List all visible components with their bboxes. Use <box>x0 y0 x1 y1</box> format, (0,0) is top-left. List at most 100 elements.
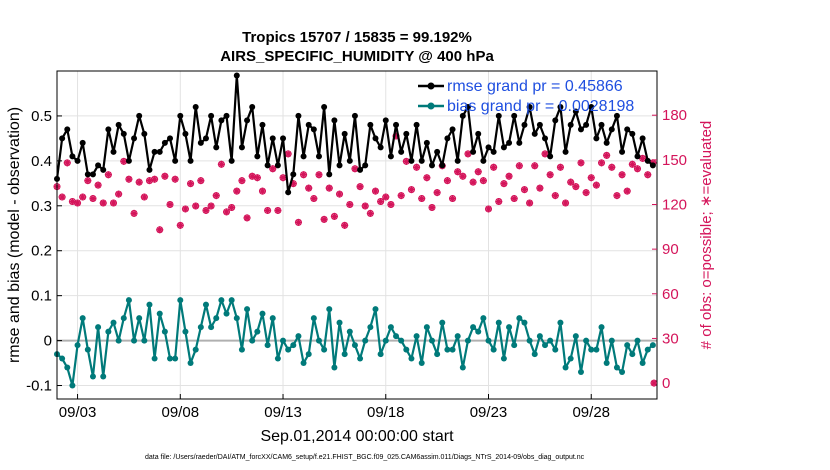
rmse-point <box>305 121 312 128</box>
y2-axis-label: # of obs: o=possible; ∗=evaluated <box>698 121 715 350</box>
x-axis-ticks: 09/03 09/08 09/13 09/18 09/23 09/28 <box>59 394 610 421</box>
obs-evaluated-point <box>613 192 621 200</box>
obs-evaluated-point <box>603 151 611 159</box>
rmse-point <box>208 112 215 119</box>
rmse-point <box>223 112 230 119</box>
obs-evaluated-point <box>459 172 467 180</box>
rmse-point <box>557 103 564 110</box>
rmse-point <box>434 148 441 155</box>
obs-evaluated-point <box>608 163 616 171</box>
rmse-point <box>259 121 266 128</box>
bias-point <box>95 324 102 331</box>
obs-evaluated-point <box>294 218 302 226</box>
bias-point <box>490 346 497 353</box>
bias-point <box>321 346 328 353</box>
bias-point <box>593 346 600 353</box>
obs-evaluated-point <box>587 174 595 182</box>
bias-point <box>403 346 410 353</box>
obs-evaluated-point <box>197 177 205 185</box>
obs-evaluated-point <box>454 168 462 176</box>
rmse-point <box>125 157 132 164</box>
bias-point <box>300 360 307 367</box>
obs-evaluated-point <box>346 200 354 208</box>
bias-point <box>377 351 384 358</box>
obs-evaluated-point <box>284 150 292 158</box>
obs-evaluated-point <box>74 199 82 207</box>
obs-evaluated-point <box>572 183 580 191</box>
bias-point <box>89 373 96 380</box>
rmse-point <box>249 103 256 110</box>
bias-point <box>588 346 595 353</box>
bias-point <box>264 342 271 349</box>
y-tick-label: 0.5 <box>31 108 52 125</box>
obs-evaluated-point <box>556 163 564 171</box>
obs-evaluated-point <box>464 150 472 158</box>
rmse-point <box>264 162 271 169</box>
bias-point <box>238 346 245 353</box>
rmse-point <box>439 162 446 169</box>
obs-evaluated-point <box>94 181 102 189</box>
obs-evaluated-point <box>202 206 210 214</box>
rmse-point <box>331 117 338 124</box>
rmse-point <box>470 148 477 155</box>
rmse-point <box>649 162 656 169</box>
obs-evaluated-point <box>623 187 631 195</box>
rmse-point <box>382 117 389 124</box>
rmse-point <box>315 153 322 160</box>
obs-evaluated-point <box>423 174 431 182</box>
rmse-point <box>161 139 168 146</box>
obs-evaluated-point <box>110 199 118 207</box>
bias-point <box>393 333 400 340</box>
bias-point <box>197 324 204 331</box>
bias-point <box>192 346 199 353</box>
obs-evaluated-point <box>99 199 107 207</box>
rmse-point <box>177 112 184 119</box>
rmse-point <box>84 171 91 178</box>
obs-evaluated-point <box>598 159 606 167</box>
bias-point <box>470 324 477 331</box>
obs-evaluated-point <box>115 190 123 198</box>
y2-tick-label: 150 <box>662 152 687 169</box>
obs-evaluated-point <box>171 175 179 183</box>
obs-evaluated-point <box>207 202 215 210</box>
obs-evaluated-point <box>520 186 528 194</box>
bias-point <box>475 328 482 335</box>
bias-point <box>244 306 251 313</box>
bias-point <box>172 355 179 362</box>
rmse-point <box>197 139 204 146</box>
bias-point <box>613 364 620 371</box>
obs-evaluated-point <box>305 184 313 192</box>
rmse-point <box>393 121 400 128</box>
y2-tick-label: 90 <box>662 241 679 258</box>
bias-point <box>567 355 574 362</box>
y2-tick-label: 120 <box>662 196 687 213</box>
rmse-point <box>593 135 600 142</box>
rmse-series <box>54 72 656 196</box>
bias-point <box>269 315 276 322</box>
obs-evaluated-point <box>120 157 128 165</box>
bias-point <box>233 315 240 322</box>
y2-tick-label: 180 <box>662 107 687 124</box>
obs-evaluated-point <box>140 193 148 201</box>
obs-evaluated-point <box>341 221 349 229</box>
x-axis-label: Sep.01,2014 00:00:00 start <box>260 428 454 445</box>
bias-point <box>459 364 466 371</box>
bias-point <box>449 346 456 353</box>
bias-point <box>259 310 266 317</box>
legend-bias-label: bias grand pr = 0.0028198 <box>447 98 634 115</box>
obs-evaluated-point <box>315 171 323 179</box>
rmse-point <box>336 162 343 169</box>
bias-point <box>362 337 369 344</box>
bias-point <box>577 369 584 376</box>
obs-evaluated-point <box>618 171 626 179</box>
obs-evaluated-point <box>562 199 570 207</box>
rmse-point <box>644 157 651 164</box>
obs-evaluated-point <box>212 192 220 200</box>
rmse-point <box>367 121 374 128</box>
rmse-point <box>403 130 410 137</box>
bias-point <box>100 373 107 380</box>
rmse-point <box>300 153 307 160</box>
obs-evaluated-point <box>217 160 225 168</box>
obs-markers <box>53 132 658 387</box>
obs-evaluated-point <box>582 189 590 197</box>
